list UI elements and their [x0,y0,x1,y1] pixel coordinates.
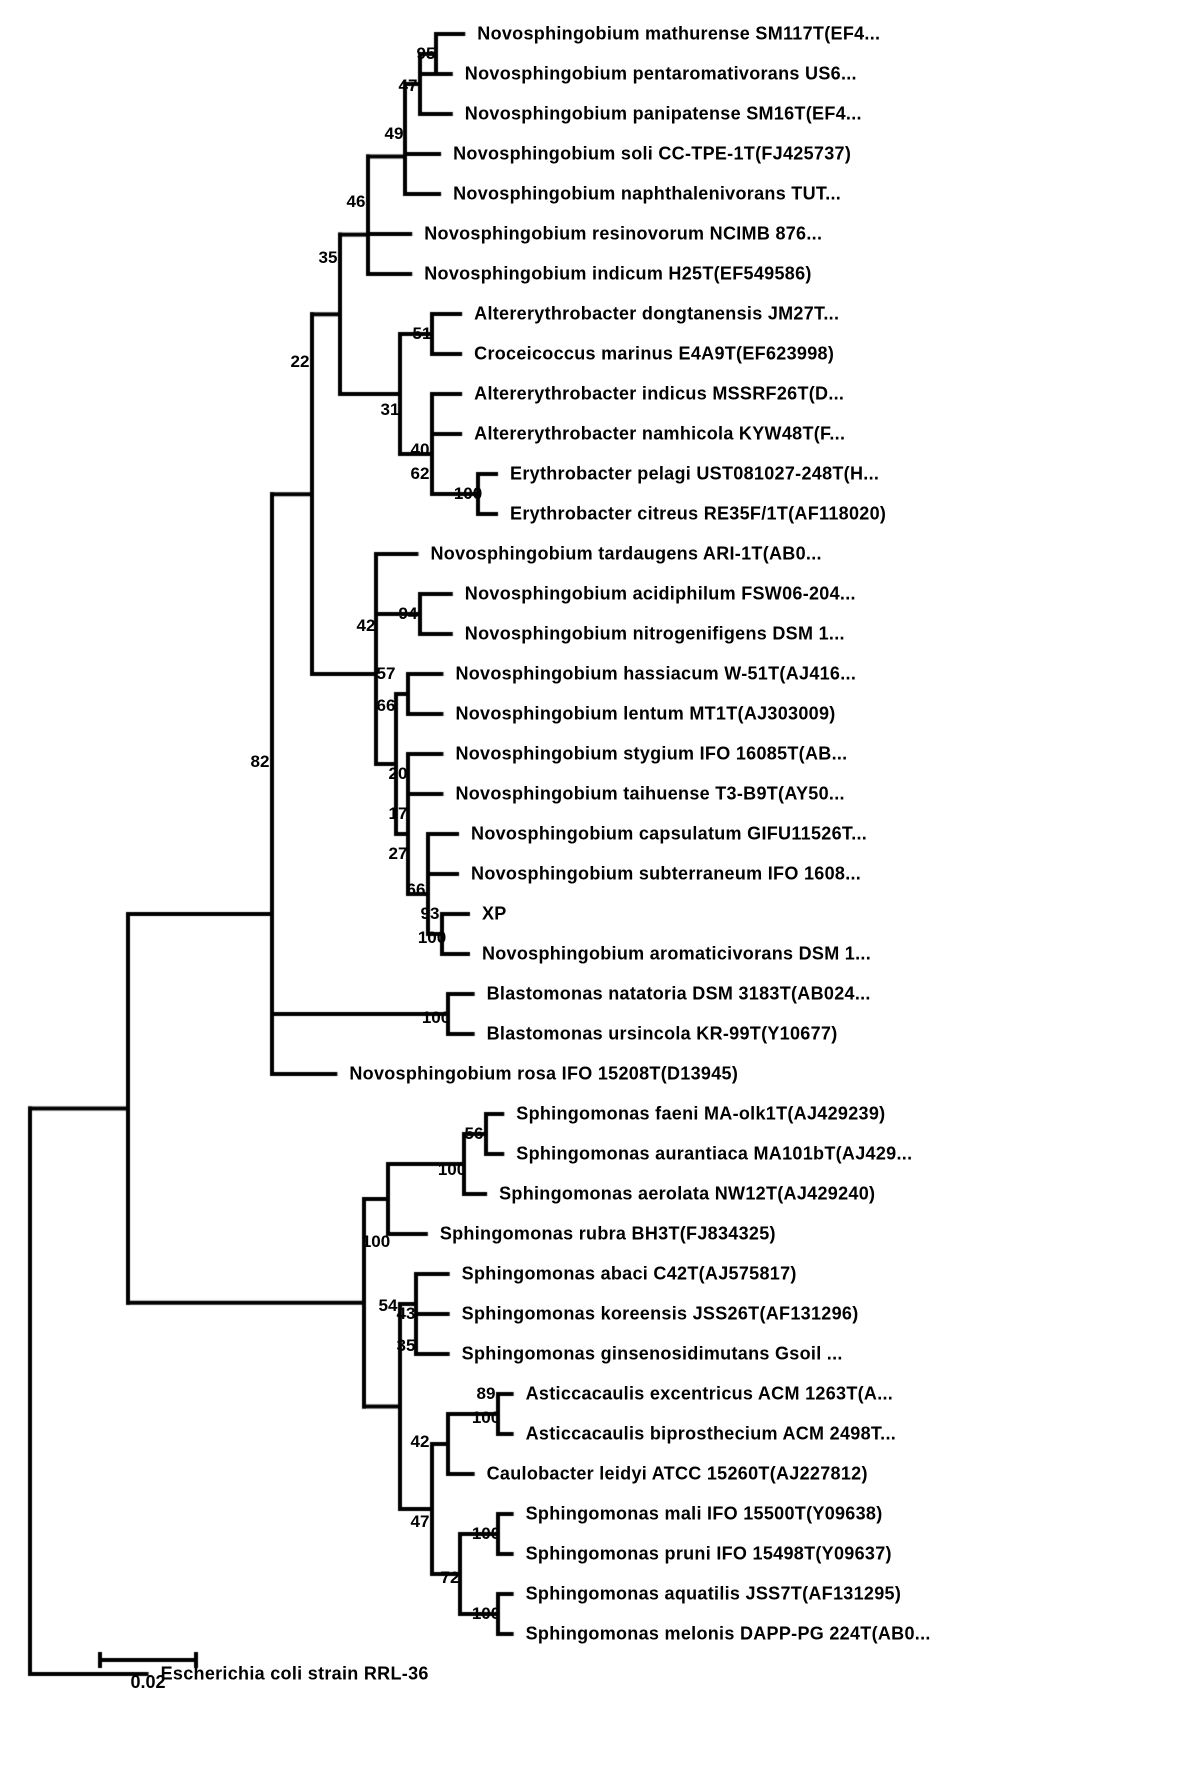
taxon-label: Sphingomonas ginsenosidimutans Gsoil ... [462,1344,843,1365]
bootstrap-value: 93 [421,904,440,924]
taxon-label: Sphingomonas rubra BH3T(FJ834325) [440,1224,776,1245]
bootstrap-value: 66 [407,880,426,900]
bootstrap-value: 100 [438,1160,466,1180]
bootstrap-value: 95 [417,44,436,64]
taxon-label: Novosphingobium acidiphilum FSW06-204... [465,584,856,605]
taxon-label: Novosphingobium hassiacum W-51T(AJ416... [455,664,856,685]
taxon-label: Asticcacaulis excentricus ACM 1263T(A... [526,1384,893,1405]
taxon-label: Caulobacter leidyi ATCC 15260T(AJ227812) [487,1464,868,1485]
bootstrap-value: 40 [411,440,430,460]
scale-bar-label: 0.02 [130,1672,165,1693]
bootstrap-value: 42 [411,1432,430,1452]
bootstrap-value: 47 [399,76,418,96]
bootstrap-value: 35 [397,1336,416,1356]
taxon-label: Altererythrobacter dongtanensis JM27T... [474,304,839,325]
bootstrap-value: 22 [291,352,310,372]
taxon-label: Novosphingobium subterraneum IFO 1608... [471,864,861,885]
bootstrap-value: 31 [381,400,400,420]
bootstrap-value: 72 [441,1568,460,1588]
bootstrap-value: 49 [385,124,404,144]
bootstrap-value: 62 [411,464,430,484]
taxon-label: Novosphingobium pentaromativorans US6... [465,64,857,85]
taxon-label: Novosphingobium mathurense SM117T(EF4... [477,24,880,45]
taxon-label: Croceicoccus marinus E4A9T(EF623998) [474,344,834,365]
taxon-label: XP [482,904,507,925]
taxon-label: Sphingomonas mali IFO 15500T(Y09638) [526,1504,883,1525]
taxon-label: Novosphingobium resinovorum NCIMB 876... [424,224,822,245]
taxon-label: Novosphingobium tardaugens ARI-1T(AB0... [430,544,821,565]
bootstrap-value: 27 [389,844,408,864]
bootstrap-value: 57 [377,664,396,684]
bootstrap-value: 100 [362,1232,390,1252]
bootstrap-value: 35 [319,248,338,268]
taxon-label: Sphingomonas pruni IFO 15498T(Y09637) [526,1544,892,1565]
taxon-label: Escherichia coli strain RRL-36 [161,1664,429,1685]
taxon-label: Novosphingobium rosa IFO 15208T(D13945) [349,1064,738,1085]
bootstrap-value: 100 [418,928,446,948]
taxon-label: Blastomonas ursincola KR-99T(Y10677) [487,1024,838,1045]
taxon-label: Altererythrobacter indicus MSSRF26T(D... [474,384,844,405]
taxon-label: Novosphingobium nitrogenifigens DSM 1... [465,624,845,645]
taxon-label: Sphingomonas aerolata NW12T(AJ429240) [499,1184,875,1205]
bootstrap-value: 100 [472,1408,500,1428]
bootstrap-value: 100 [472,1604,500,1624]
taxon-label: Sphingomonas faeni MA-olk1T(AJ429239) [516,1104,885,1125]
bootstrap-value: 51 [413,324,432,344]
bootstrap-value: 89 [477,1384,496,1404]
bootstrap-value: 43 [397,1304,416,1324]
bootstrap-value: 100 [454,484,482,504]
taxon-label: Sphingomonas aurantiaca MA101bT(AJ429... [516,1144,912,1165]
bootstrap-value: 94 [399,604,418,624]
bootstrap-value: 17 [389,804,408,824]
bootstrap-value: 47 [411,1512,430,1532]
taxon-label: Novosphingobium aromaticivorans DSM 1... [482,944,871,965]
taxon-label: Novosphingobium stygium IFO 16085T(AB... [455,744,847,765]
taxon-label: Novosphingobium capsulatum GIFU11526T... [471,824,867,845]
bootstrap-value: 56 [465,1124,484,1144]
bootstrap-value: 20 [389,764,408,784]
taxon-label: Erythrobacter citreus RE35F/1T(AF118020) [510,504,886,525]
taxon-label: Erythrobacter pelagi UST081027-248T(H... [510,464,879,485]
bootstrap-value: 46 [347,192,366,212]
bootstrap-value: 100 [422,1008,450,1028]
taxon-label: Novosphingobium indicum H25T(EF549586) [424,264,811,285]
bootstrap-value: 42 [357,616,376,636]
taxon-label: Sphingomonas abaci C42T(AJ575817) [462,1264,797,1285]
bootstrap-value: 66 [377,696,396,716]
bootstrap-value: 100 [472,1524,500,1544]
taxon-label: Novosphingobium panipatense SM16T(EF4... [465,104,862,125]
taxon-label: Altererythrobacter namhicola KYW48T(F... [474,424,845,445]
taxon-label: Novosphingobium soli CC-TPE-1T(FJ425737) [453,144,851,165]
taxon-label: Sphingomonas aquatilis JSS7T(AF131295) [526,1584,902,1605]
taxon-label: Novosphingobium taihuense T3-B9T(AY50... [455,784,844,805]
taxon-label: Blastomonas natatoria DSM 3183T(AB024... [487,984,871,1005]
taxon-label: Sphingomonas koreensis JSS26T(AF131296) [462,1304,859,1325]
bootstrap-value: 82 [251,752,270,772]
taxon-label: Asticcacaulis biprosthecium ACM 2498T... [526,1424,896,1445]
bootstrap-value: 54 [379,1296,398,1316]
taxon-label: Novosphingobium lentum MT1T(AJ303009) [455,704,835,725]
taxon-label: Sphingomonas melonis DAPP-PG 224T(AB0... [526,1624,931,1645]
taxon-label: Novosphingobium naphthalenivorans TUT... [453,184,841,205]
